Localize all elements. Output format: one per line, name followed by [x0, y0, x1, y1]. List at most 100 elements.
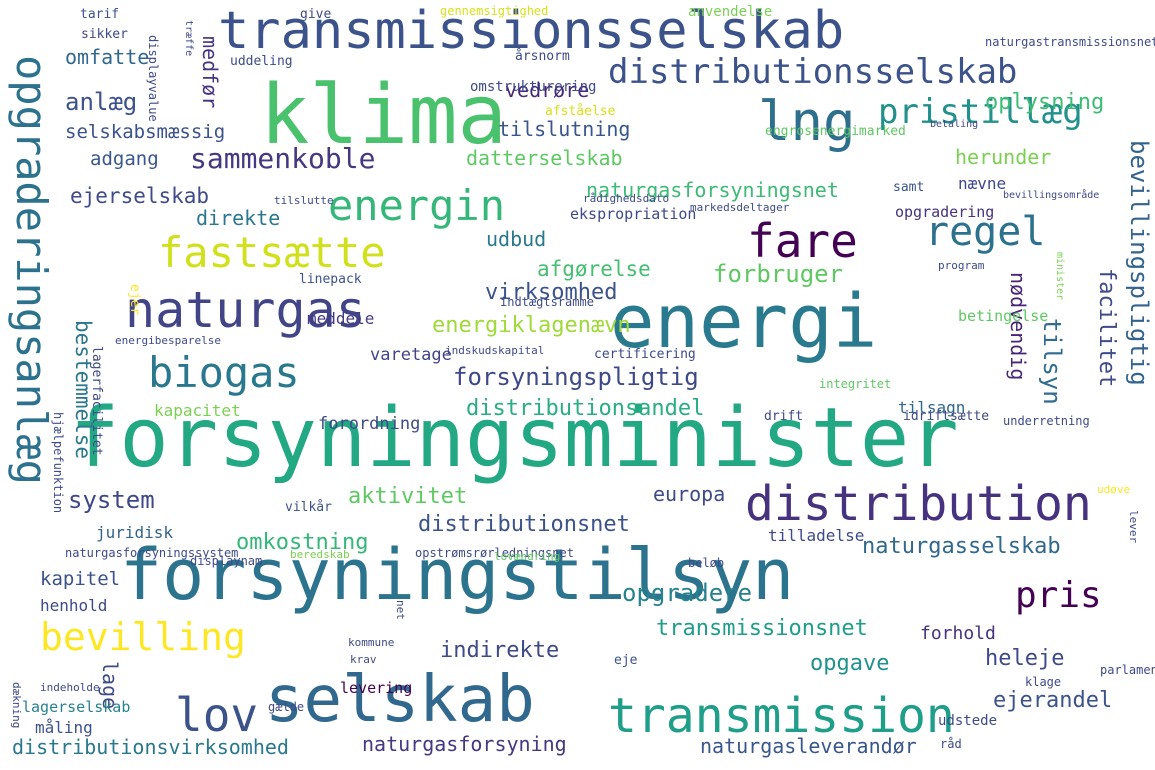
cloud-word: lagerselskab — [22, 698, 131, 716]
cloud-word: naturgasforsyningssystem — [65, 546, 239, 560]
cloud-word: tilsagn — [898, 398, 966, 417]
cloud-word: naturgasforsyningsnet — [586, 178, 839, 202]
cloud-word: forordning — [318, 414, 421, 434]
cloud-word: meddele — [307, 309, 375, 328]
cloud-word: omstrukturering — [470, 79, 597, 95]
cloud-word: direkte — [196, 206, 281, 230]
cloud-word: forsyningstilsyn — [120, 534, 795, 616]
cloud-word: ejerselskab — [70, 184, 210, 208]
cloud-word: kommune — [348, 636, 395, 649]
cloud-word: naturgasselskab — [862, 534, 1061, 559]
cloud-word: indskudskapital — [445, 344, 545, 357]
cloud-word: integritet — [819, 377, 892, 391]
cloud-word: naturgastransmissionsnet — [985, 35, 1155, 49]
cloud-word: distributionsandel — [466, 396, 705, 421]
cloud-word: oplysning — [985, 90, 1105, 115]
cloud-word: europa — [653, 482, 726, 506]
cloud-word: kapitel — [40, 568, 121, 590]
cloud-word: årsnorm — [515, 49, 570, 64]
cloud-word: opgradering — [895, 203, 995, 221]
cloud-word: beredskab — [290, 548, 350, 561]
cloud-word: lov — [175, 688, 259, 742]
cloud-word: bevilling — [40, 615, 246, 659]
cloud-word: regel — [925, 209, 1046, 255]
cloud-word: måling — [35, 718, 93, 737]
cloud-word: bevillingsområde — [1003, 190, 1100, 201]
cloud-word: forbruger — [713, 260, 844, 288]
cloud-word: naturgas — [125, 281, 366, 339]
cloud-word: indeholde — [40, 681, 100, 694]
cloud-word: energiklagenævn — [432, 313, 631, 338]
cloud-word: dækning — [10, 682, 23, 729]
cloud-word: net — [394, 600, 407, 620]
cloud-word: energi — [610, 279, 878, 365]
cloud-word: ejerandel — [993, 688, 1113, 713]
cloud-word: anvendelse — [688, 4, 773, 20]
cloud-word: program — [938, 259, 985, 272]
cloud-word: selskabsmæssig — [65, 121, 226, 143]
cloud-word: ekspropriation — [570, 205, 697, 223]
cloud-word: levering — [340, 679, 413, 697]
cloud-word: vedrøre — [505, 78, 590, 102]
cloud-word: engrosenergimarked — [765, 124, 906, 139]
cloud-word: beløb — [688, 556, 725, 570]
cloud-word: nævne — [958, 174, 1007, 193]
cloud-word: lovændring — [494, 550, 561, 563]
cloud-word: distributionsvirksomhed — [12, 735, 289, 759]
cloud-word: distributionsselskab — [608, 52, 1018, 92]
cloud-word: fare — [747, 214, 858, 268]
cloud-word: omfatte — [65, 45, 150, 69]
cloud-word: markedsdeltager — [690, 201, 790, 214]
cloud-word: betingelse — [958, 307, 1049, 325]
cloud-word: distribution — [745, 476, 1092, 532]
cloud-word: tarif — [80, 7, 120, 22]
cloud-word: hjælpefunktion — [51, 412, 65, 514]
cloud-word: gennemsigtighed — [440, 4, 549, 18]
cloud-word: ejer — [127, 284, 142, 316]
cloud-word: biogas — [148, 348, 300, 397]
cloud-word: energibesparelse — [115, 334, 221, 347]
cloud-word: tilslutning — [498, 117, 631, 141]
cloud-word: kapacitet — [154, 401, 241, 420]
cloud-word: opstrømsrørledningsnet — [415, 546, 574, 560]
cloud-word: indirekte — [440, 638, 560, 663]
cloud-word: sikker — [81, 27, 128, 42]
cloud-word: rådighedsdato — [583, 192, 670, 205]
cloud-word: nødvendig — [1006, 272, 1030, 381]
cloud-word: displayvalue — [146, 35, 160, 122]
cloud-word: underretning — [1003, 414, 1090, 428]
cloud-word: forsyningspligtig — [453, 363, 699, 391]
cloud-word: herunder — [955, 145, 1052, 169]
cloud-word: medfør — [198, 36, 222, 109]
cloud-word: forhold — [920, 623, 996, 644]
cloud-word: transmissionsnet — [656, 616, 868, 641]
cloud-word: facilitet — [1094, 268, 1119, 388]
cloud-word: forsyningsminister — [70, 391, 959, 486]
cloud-word: datterselskab — [466, 146, 623, 170]
cloud-word: varetage — [370, 345, 452, 365]
cloud-word: udstede — [938, 713, 998, 729]
cloud-word: drift — [764, 409, 804, 424]
cloud-word: displaynam — [190, 554, 263, 568]
cloud-word: naturgasleverandør — [700, 734, 917, 758]
cloud-word: indtægtsramme — [500, 295, 594, 309]
cloud-word: selskab — [265, 663, 535, 737]
cloud-word: betaling — [930, 119, 979, 130]
cloud-word: afståelse — [545, 104, 616, 119]
cloud-word: råd — [940, 737, 962, 751]
cloud-word: udøve — [1097, 483, 1131, 496]
cloud-word: naturgasforsyning — [362, 732, 567, 756]
cloud-word: vilkår — [285, 500, 332, 515]
cloud-word: anlæg — [65, 88, 138, 116]
cloud-word: distributionsnet — [418, 512, 630, 537]
cloud-word: tilladelse — [768, 526, 865, 545]
cloud-word: udbud — [486, 227, 547, 251]
cloud-word: sammenkoble — [190, 142, 376, 175]
cloud-word: tilslutte — [274, 194, 334, 207]
cloud-word: aktivitet — [348, 484, 468, 509]
cloud-word: lng — [758, 90, 856, 153]
cloud-word: tilsyn — [1038, 318, 1066, 405]
cloud-word: lever — [1127, 510, 1140, 544]
cloud-word: opgradere — [622, 579, 753, 607]
